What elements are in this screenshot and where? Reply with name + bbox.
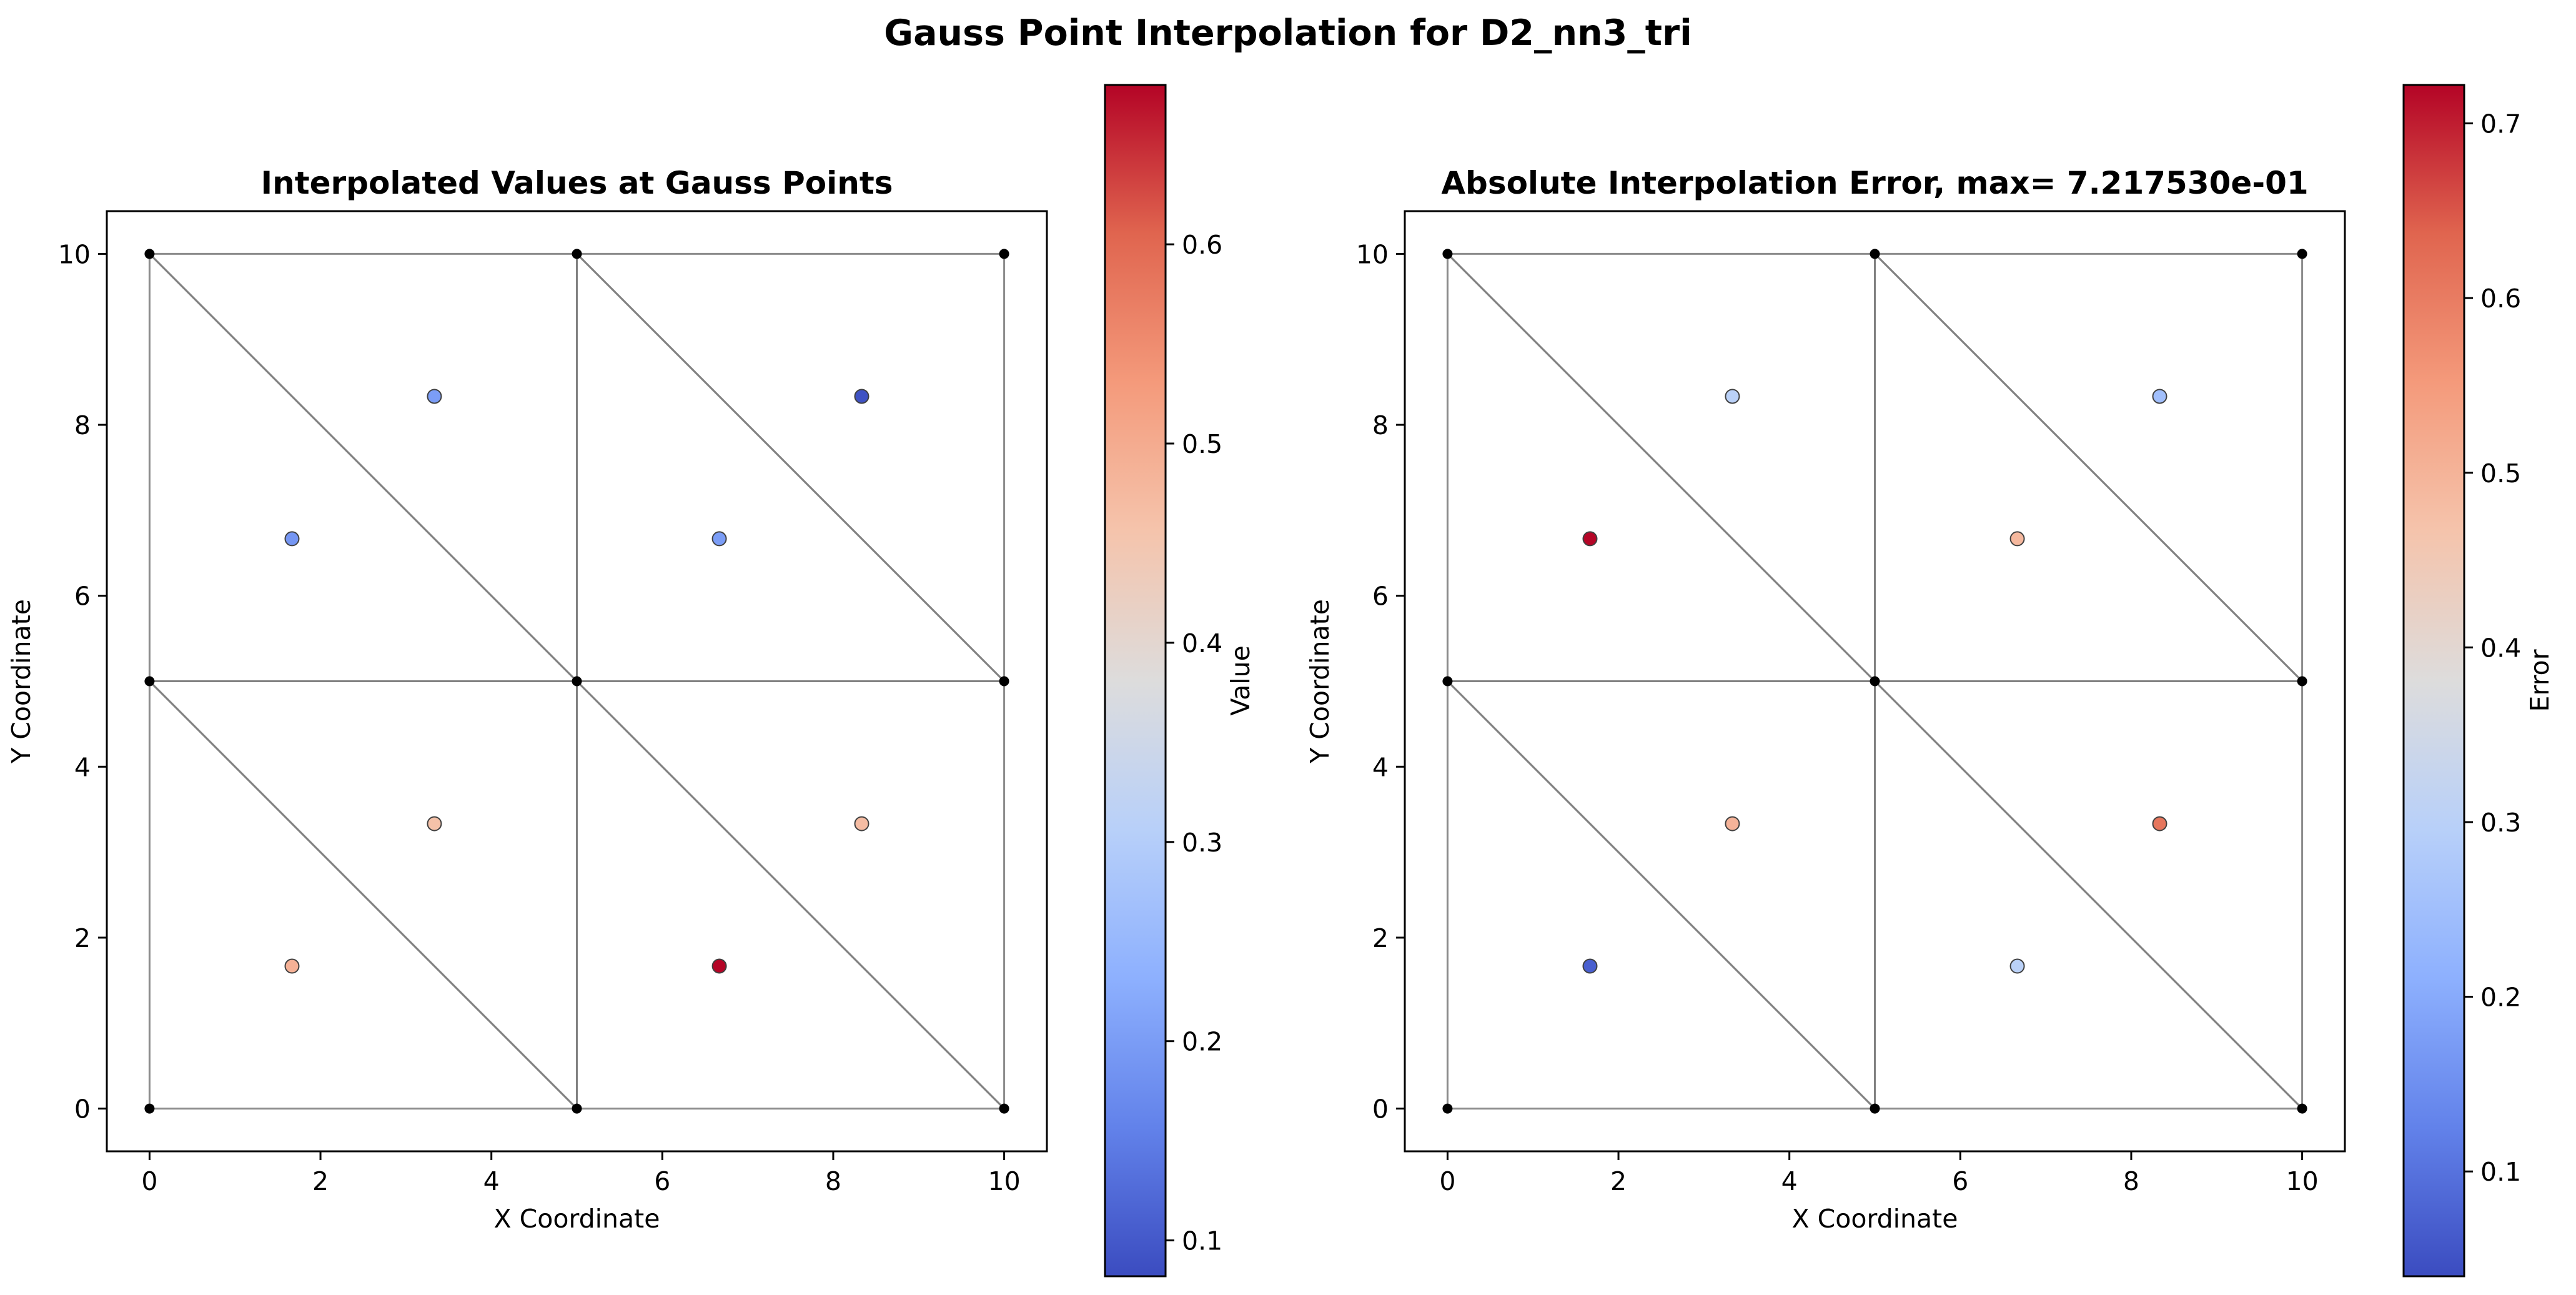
- x-tick-label: 10: [2286, 1166, 2319, 1196]
- y-tick-label: 2: [1372, 923, 1389, 953]
- y-tick-label: 4: [1372, 752, 1389, 782]
- colorbar: 0.1 0.2 0.3 0.4 0.5 0.6 0.7 Error: [2402, 84, 2555, 1278]
- colorbar-tick-label: 0.1: [2480, 1157, 2521, 1187]
- mesh-node: [999, 676, 1009, 687]
- gauss-point: [2009, 958, 2025, 974]
- colorbar-label: Value: [1226, 645, 1256, 716]
- x-tick-label: 6: [1952, 1166, 1968, 1196]
- mesh-node: [572, 1103, 582, 1114]
- y-axis-label: Y Coordinate: [6, 599, 36, 764]
- gauss-point: [427, 389, 442, 404]
- mesh-node: [1870, 1103, 1880, 1114]
- mesh-node: [2297, 249, 2307, 259]
- colorbar-gradient: [1105, 85, 1166, 1276]
- y-axis-label: Y Coordinate: [1305, 599, 1335, 764]
- colorbar-tick-label: 0.2: [2480, 983, 2521, 1013]
- figure-title: Gauss Point Interpolation for D2_nn3_tri: [884, 12, 1692, 54]
- x-tick-label: 2: [312, 1166, 329, 1196]
- y-tick-label: 0: [1372, 1094, 1389, 1124]
- mesh-node: [2297, 676, 2307, 687]
- panel-title: Interpolated Values at Gauss Points: [261, 165, 893, 201]
- mesh-node: [1442, 1103, 1453, 1114]
- x-tick-label: 10: [988, 1166, 1021, 1196]
- colorbar: 0.1 0.2 0.3 0.4 0.5 0.6 Value: [1104, 84, 1256, 1278]
- colorbar-tick-label: 0.7: [2480, 109, 2521, 139]
- mesh: [144, 249, 1009, 1114]
- mesh-node: [1870, 676, 1880, 687]
- x-tick-label: 6: [654, 1166, 670, 1196]
- plot-frame: [106, 210, 1048, 1153]
- plot-frame: [1404, 210, 2346, 1153]
- gauss-point: [2009, 531, 2025, 547]
- gauss-point: [2152, 389, 2167, 404]
- gauss-point: [711, 958, 727, 974]
- gauss-point: [1725, 389, 1740, 404]
- colorbar-tick-label: 0.6: [1182, 230, 1222, 260]
- colorbar-gradient: [2404, 85, 2464, 1276]
- gauss-point: [1582, 958, 1598, 974]
- panel-title: Absolute Interpolation Error, max= 7.217…: [1441, 165, 2308, 201]
- mesh-element: [1872, 252, 2304, 684]
- colorbar-tick-label: 0.5: [1182, 429, 1222, 459]
- gauss-point: [854, 389, 869, 404]
- mesh-node: [144, 249, 155, 259]
- y-tick-label: 4: [74, 752, 91, 782]
- gauss-point: [427, 816, 442, 831]
- gauss-point: [284, 531, 300, 547]
- colorbar-tick-label: 0.6: [2480, 284, 2521, 314]
- colorbar-tick-label: 0.4: [1182, 628, 1222, 658]
- mesh-node: [144, 676, 155, 687]
- y-tick-label: 8: [1372, 410, 1389, 440]
- y-tick-label: 8: [74, 410, 91, 440]
- x-tick-label: 0: [1439, 1166, 1455, 1196]
- x-tick-label: 0: [141, 1166, 157, 1196]
- x-axis-label: X Coordinate: [1792, 1204, 1958, 1234]
- colorbar-tick-label: 0.4: [2480, 633, 2521, 663]
- x-axis-label: X Coordinate: [494, 1204, 660, 1234]
- colorbar-tick-label: 0.5: [2480, 459, 2521, 489]
- y-tick-label: 10: [58, 239, 91, 269]
- colorbar-frame: [1104, 84, 1167, 1278]
- colorbar-tick-label: 0.1: [1182, 1226, 1222, 1256]
- x-tick-label: 4: [1781, 1166, 1798, 1196]
- mesh-node: [999, 249, 1009, 259]
- y-tick-label: 6: [74, 582, 91, 612]
- x-tick-label: 8: [2123, 1166, 2139, 1196]
- gauss-point: [711, 531, 727, 547]
- colorbar-frame: [2402, 84, 2465, 1278]
- mesh-node: [1870, 249, 1880, 259]
- mesh-element: [574, 252, 1006, 684]
- gauss-point: [2152, 816, 2167, 831]
- y-tick-label: 6: [1372, 582, 1389, 612]
- y-tick-label: 2: [74, 923, 91, 953]
- x-tick-label: 2: [1610, 1166, 1627, 1196]
- gauss-point: [854, 816, 869, 831]
- mesh-node: [1442, 676, 1453, 687]
- gauss-point: [284, 958, 300, 974]
- mesh-node: [1442, 249, 1453, 259]
- gauss-point: [1725, 816, 1740, 831]
- panel-1: 0 2 4 6 8 10 0 2 4 6 8 10 Interpolated Values at Gau…: [6, 84, 1256, 1278]
- mesh-node: [2297, 1103, 2307, 1114]
- mesh: [1442, 249, 2307, 1114]
- x-tick-label: 4: [483, 1166, 500, 1196]
- mesh-node: [144, 1103, 155, 1114]
- colorbar-tick-label: 0.3: [1182, 828, 1222, 858]
- colorbar-label: Error: [2525, 649, 2555, 712]
- colorbar-tick-label: 0.2: [1182, 1027, 1222, 1057]
- gauss-point: [1582, 531, 1598, 547]
- x-tick-label: 8: [825, 1166, 841, 1196]
- y-tick-label: 0: [74, 1094, 91, 1124]
- colorbar-tick-label: 0.3: [2480, 808, 2521, 838]
- mesh-node: [999, 1103, 1009, 1114]
- mesh-node: [572, 676, 582, 687]
- mesh-node: [572, 249, 582, 259]
- panel-2: 0 2 4 6 8 10 0 2 4 6 8 10 Absolute Interpolation Err…: [1305, 84, 2555, 1278]
- y-tick-label: 10: [1356, 239, 1389, 269]
